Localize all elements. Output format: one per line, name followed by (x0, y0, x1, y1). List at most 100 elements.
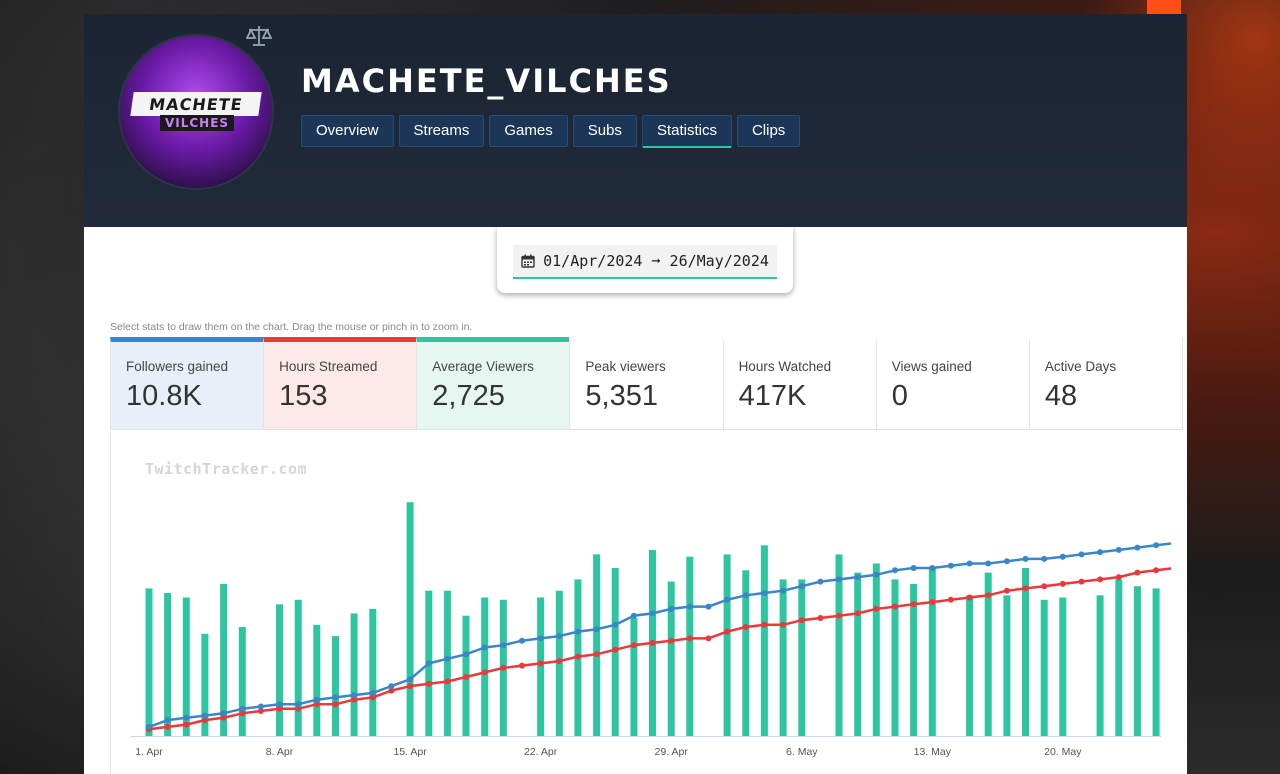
tab-clips[interactable]: Clips (736, 115, 801, 147)
point-followers-gained (649, 610, 656, 617)
tab-games[interactable]: Games (489, 115, 568, 147)
point-followers-gained (761, 590, 768, 596)
point-followers-gained (407, 676, 414, 683)
point-followers-gained (1059, 553, 1066, 560)
point-hours-streamed (593, 651, 600, 658)
bar-average-viewers (313, 624, 321, 736)
point-followers-gained (742, 592, 749, 599)
point-followers-gained (537, 635, 544, 642)
point-hours-streamed (276, 705, 283, 712)
x-tick-label: 6. May (786, 746, 818, 758)
scale-icon[interactable] (246, 24, 272, 48)
point-followers-gained (1003, 558, 1010, 565)
bar-average-viewers (1059, 597, 1067, 736)
stat-value: 2,725 (432, 380, 505, 412)
bar-average-viewers (798, 579, 806, 736)
stat-value: 48 (1044, 380, 1078, 412)
bar-average-viewers (872, 563, 880, 736)
stat-value: 417K (738, 380, 807, 412)
bar-average-viewers (1022, 568, 1029, 736)
point-followers-gained (873, 571, 880, 578)
stat-label: Peak viewers (585, 359, 666, 374)
stat-label: Hours Streamed (279, 359, 378, 374)
channel-nav: Overview Streams Games Subs Statistics C… (301, 115, 801, 148)
stat-views-gained[interactable]: Views gained 0 (875, 337, 1029, 430)
x-tick-label: 22. Apr (524, 746, 558, 758)
point-hours-streamed (798, 617, 805, 624)
watermark: TwitchTracker.com (145, 460, 308, 478)
point-followers-gained (388, 683, 395, 690)
stat-value: 0 (891, 380, 908, 412)
point-followers-gained (1097, 549, 1104, 556)
bar-average-viewers (369, 608, 377, 736)
point-followers-gained (369, 689, 376, 696)
bar-average-viewers (630, 618, 638, 736)
point-hours-streamed (239, 710, 246, 717)
point-hours-streamed (257, 708, 264, 714)
stats-chart[interactable]: TwitchTracker.com 1. Apr 8. Apr 15. Apr 22.… (110, 431, 1187, 774)
bar-average-viewers (1040, 599, 1048, 736)
point-followers-gained (798, 583, 805, 590)
tab-overview[interactable]: Overview (301, 115, 394, 147)
stat-value: 10.8K (126, 380, 202, 412)
stat-label: Average Viewers (432, 359, 534, 374)
stat-followers-gained[interactable]: Followers gained 10.8K (110, 337, 264, 430)
point-hours-streamed (313, 701, 320, 708)
point-followers-gained (220, 710, 227, 717)
point-hours-streamed (369, 694, 376, 701)
bar-average-viewers (593, 554, 601, 736)
point-hours-streamed (1115, 574, 1122, 581)
stat-label: Active Days (1044, 359, 1117, 374)
point-hours-streamed (854, 610, 861, 617)
bar-average-viewers (1133, 586, 1141, 736)
point-hours-streamed (295, 705, 302, 712)
point-hours-streamed (1097, 576, 1104, 583)
point-hours-streamed (481, 669, 488, 676)
bar-average-viewers (779, 579, 787, 736)
stat-hours-watched[interactable]: Hours Watched 417K (722, 337, 876, 430)
avatar[interactable]: MACHETE VILCHES (118, 34, 274, 190)
tab-statistics[interactable]: Statistics (641, 115, 732, 148)
point-hours-streamed (1003, 587, 1010, 594)
background-accent (1147, 0, 1181, 16)
point-followers-gained (966, 560, 973, 567)
bar-average-viewers (481, 597, 489, 736)
stat-average-viewers[interactable]: Average Viewers 2,725 (416, 337, 570, 430)
date-range-panel: 01/Apr/2024 ➞ 26/May/2024 (497, 227, 793, 293)
point-followers-gained (668, 605, 675, 612)
stat-active-days[interactable]: Active Days 48 (1028, 337, 1182, 430)
bar-average-viewers (145, 588, 153, 736)
bar-average-viewers (667, 581, 675, 736)
bar-average-viewers (1115, 579, 1123, 736)
point-hours-streamed (612, 646, 619, 653)
x-tick-label: 1. Apr (135, 746, 163, 758)
stats-row: Followers gained 10.8K Hours Streamed 15… (110, 337, 1183, 430)
point-followers-gained (686, 603, 693, 610)
tab-streams[interactable]: Streams (398, 115, 485, 147)
point-hours-streamed (500, 664, 507, 671)
point-followers-gained (556, 633, 563, 640)
point-hours-streamed (966, 594, 973, 601)
point-followers-gained (481, 644, 488, 651)
point-followers-gained (444, 655, 451, 662)
bar-average-viewers (928, 568, 936, 736)
point-followers-gained (854, 574, 861, 581)
x-tick-label: 29. Apr (655, 746, 689, 758)
point-followers-gained (201, 712, 208, 719)
point-hours-streamed (463, 674, 469, 680)
chart-hint: Select stats to draw them on the chart. … (110, 321, 473, 333)
point-followers-gained (1022, 555, 1029, 562)
line-hours-streamed (148, 565, 1187, 731)
x-tick-label: 13. May (914, 746, 952, 758)
point-followers-gained (276, 701, 283, 708)
point-hours-streamed (630, 642, 637, 649)
avatar-logo-subtext: VILCHES (160, 115, 234, 131)
bar-average-viewers (406, 502, 414, 736)
stat-value: 5,351 (585, 380, 658, 412)
stat-hours-streamed[interactable]: Hours Streamed 153 (263, 337, 417, 430)
stat-peak-viewers[interactable]: Peak viewers 5,351 (569, 337, 723, 430)
bar-average-viewers (201, 633, 209, 736)
tab-subs[interactable]: Subs (572, 115, 637, 147)
date-range-picker[interactable]: 01/Apr/2024 ➞ 26/May/2024 (513, 245, 777, 279)
point-followers-gained (257, 703, 264, 710)
